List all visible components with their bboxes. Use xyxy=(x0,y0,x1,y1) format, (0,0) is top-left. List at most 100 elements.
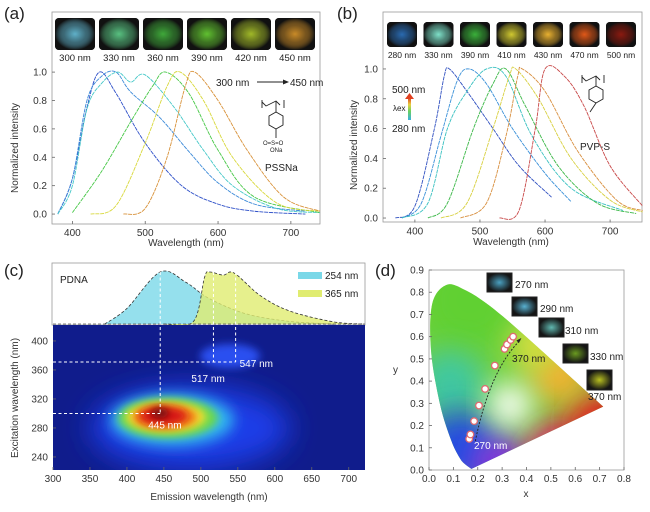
y-tick-label: 360 xyxy=(31,365,48,376)
sample-photo-label: 370 nm xyxy=(588,392,621,403)
arrow-start-label: 300 nm xyxy=(216,78,249,89)
x-tick-label: 600 xyxy=(210,228,227,239)
panel-label-a: (a) xyxy=(4,4,25,23)
y-tick-label: 320 xyxy=(31,394,48,405)
spectrum-line xyxy=(499,65,644,220)
legend-swatch-365 xyxy=(298,290,322,297)
spectrum-line xyxy=(401,68,572,219)
sample-photo-glow xyxy=(387,22,417,47)
x-tick-label: 0.5 xyxy=(544,474,558,485)
x-tick-label: 0.2 xyxy=(471,474,485,485)
sample-photo-glow xyxy=(99,18,139,50)
spectrum-line xyxy=(460,66,643,219)
sample-photo-label: 300 nm xyxy=(59,53,91,64)
y-tick-label: 0.8 xyxy=(410,288,424,299)
data-point xyxy=(509,332,518,341)
sample-photo-label: 280 nm xyxy=(388,50,416,60)
y-tick-label: 400 xyxy=(31,336,48,347)
y-tick-label: 0.6 xyxy=(410,332,424,343)
x-axis-label: Wavelength (nm) xyxy=(148,238,224,249)
data-point xyxy=(475,401,483,410)
y-axis-label: Normalized intensity xyxy=(349,100,360,190)
x-tick-label: 0.6 xyxy=(568,474,582,485)
legend: 254 nm 365 nm xyxy=(298,271,358,300)
arrow-end-label: 450 nm xyxy=(290,78,323,89)
x-tick-label: 400 xyxy=(407,227,424,238)
sample-photo xyxy=(562,343,589,364)
x-tick-label: 550 xyxy=(229,474,246,485)
x-tick-label: 500 xyxy=(472,227,489,238)
pvps-structure-icon xyxy=(581,75,605,113)
x-tick-label: 300 xyxy=(45,474,62,485)
y-tick-label: 240 xyxy=(31,452,48,463)
sample-photo xyxy=(586,369,613,391)
sample-photo-label: 470 nm xyxy=(570,50,598,60)
peak-label: 517 nm xyxy=(191,374,224,385)
sample-photo-glow xyxy=(569,22,600,47)
sample-photo-label: 430 nm xyxy=(534,50,562,60)
sample-photo-glow xyxy=(496,22,527,47)
panel-a-chart: 300 nm 330 nm 360 nm 390 nm 420 nm 450 nm 400… xyxy=(10,11,323,249)
x-tick-label: 0.7 xyxy=(593,474,607,485)
lambda-bottom-label: 280 nm xyxy=(392,124,425,135)
sample-photo-glow xyxy=(143,18,183,50)
plot-frame xyxy=(382,11,643,223)
y-tick-label: 0.4 xyxy=(364,154,378,165)
arrow-head-icon xyxy=(516,338,522,343)
sample-photo-label: 420 nm xyxy=(235,53,267,64)
sample-photo-label: 390 nm xyxy=(461,50,489,60)
y-tick-label: 0.4 xyxy=(33,153,47,164)
trend-arrow xyxy=(474,339,521,442)
sample-photo-label: 330 nm xyxy=(590,352,623,363)
sample-photo-label: 390 nm xyxy=(191,53,223,64)
data-point xyxy=(470,417,479,426)
arrow-end-label: 370 nm xyxy=(512,354,545,365)
x-tick-label: 0.3 xyxy=(495,474,509,485)
x-tick-label: 0.0 xyxy=(422,474,436,485)
x-tick-label: 600 xyxy=(266,474,283,485)
y-tick-label: 0.8 xyxy=(33,96,47,107)
y-tick-label: 0.2 xyxy=(33,181,47,192)
y-axis-label: Excitation wavelength (nm) xyxy=(10,338,21,458)
y-tick-label: 1.0 xyxy=(364,64,378,75)
spectrum-line xyxy=(123,70,321,215)
sample-photo-label: 290 nm xyxy=(540,304,573,315)
sample-photo-label: 450 nm xyxy=(279,53,311,64)
y-tick-label: 0.4 xyxy=(410,377,424,388)
data-point xyxy=(481,384,490,393)
spectrum-line xyxy=(401,66,624,219)
sample-photo-label: 410 nm xyxy=(497,50,525,60)
x-tick-label: 400 xyxy=(119,474,136,485)
y-tick-label: 0.0 xyxy=(33,210,47,221)
panel-label-d: (d) xyxy=(375,261,396,280)
pssna-structure-icon xyxy=(261,100,285,138)
sample-photo-glow xyxy=(187,18,227,50)
y-tick-label: 0.2 xyxy=(410,421,424,432)
x-tick-label: 500 xyxy=(137,228,154,239)
panel-b-chart: 280 nm 330 nm 390 nm 410 nm 430 nm 470 nm 500 … xyxy=(349,11,644,248)
plot-frame xyxy=(51,11,321,225)
peak-label: 445 nm xyxy=(148,420,181,431)
panel-label-b: (b) xyxy=(337,4,358,23)
sample-photo-glow xyxy=(533,22,563,47)
x-tick-label: 500 xyxy=(193,474,210,485)
x-tick-label: 0.4 xyxy=(520,474,534,485)
spectrum-line xyxy=(72,71,321,214)
x-tick-label: 0.8 xyxy=(617,474,631,485)
x-axis-label: Wavelength (nm) xyxy=(473,237,549,248)
sulfonate-group-text: O=S=O xyxy=(263,141,284,147)
data-point xyxy=(466,430,475,439)
y-tick-label: 0.8 xyxy=(364,94,378,105)
spectrum-area xyxy=(104,270,334,324)
x-tick-label: 700 xyxy=(602,227,619,238)
y-tick-label: 0.2 xyxy=(364,184,378,195)
sample-photo-glow xyxy=(606,22,636,47)
x-axis-label: x xyxy=(524,489,529,500)
spectrum-line xyxy=(427,67,637,219)
compound-label: PVP-S xyxy=(580,142,610,153)
lambda-gradient-bar xyxy=(408,98,411,120)
y-tick-label: 0.5 xyxy=(410,354,424,365)
sample-label: PDNA xyxy=(60,275,88,286)
legend-label-254: 254 nm xyxy=(325,271,358,282)
